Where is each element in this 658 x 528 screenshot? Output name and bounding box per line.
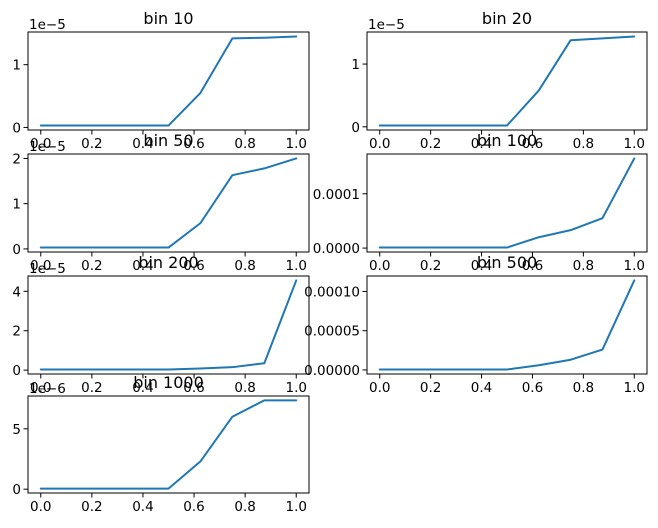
data-line (39, 399, 298, 490)
axis-offset-text: 1e−5 (29, 261, 66, 277)
subplot-bin-200: 0.0 0.2 0.4 0.6 0.8 1.0 0 2 4 1e−5 bin 200 (12, 253, 310, 396)
x-tick-label: 0.2 (420, 380, 441, 396)
x-tick-label: 0.0 (30, 380, 51, 396)
axis-offset-text: 1e−5 (29, 17, 66, 33)
axis-offset-text: 1e−5 (29, 139, 66, 155)
y-tick-label: 4 (12, 284, 21, 300)
x-tick-label: 0.6 (183, 258, 204, 274)
x-tick-label: 0.8 (234, 499, 255, 515)
x-tick-label: 1.0 (285, 258, 306, 274)
x-tick-label: 0.6 (183, 136, 204, 152)
x-tick-label: 0.0 (30, 499, 51, 515)
subplot-bin-100: 0.0 0.2 0.4 0.6 0.8 1.0 0.0000 0.0001 bin 100 (313, 131, 648, 274)
y-tick-label: 0.0001 (313, 187, 360, 203)
axes-box (27, 275, 310, 375)
x-tick-label: 1.0 (624, 380, 645, 396)
subplot-title: bin 50 (143, 131, 193, 150)
x-tick-label: 1.0 (285, 499, 306, 515)
y-tick-label: 0 (351, 120, 360, 136)
x-tick-label: 0.8 (573, 258, 594, 274)
x-tick-label: 0.6 (522, 380, 543, 396)
subplot-title: bin 1000 (133, 373, 204, 392)
x-tick-label: 1.0 (624, 258, 645, 274)
subplot-bin-1000: 0.0 0.2 0.4 0.6 0.8 1.0 0 5 1e−6 bin 1000 (12, 373, 310, 515)
x-tick-label: 0.8 (234, 380, 255, 396)
x-tick-label: 0.4 (132, 258, 153, 274)
x-tick-label: 0.2 (81, 499, 102, 515)
subplot-bin-50: 0.0 0.2 0.4 0.6 0.8 1.0 0 1 2 1e−5 bin 50 (12, 131, 310, 274)
y-tick-label: 0 (12, 482, 21, 498)
axes-box (366, 31, 648, 131)
x-tick-label: 0.4 (471, 136, 492, 152)
y-tick-label: 1 (12, 197, 21, 213)
x-tick-label: 1.0 (285, 380, 306, 396)
x-tick-label: 0.0 (369, 380, 390, 396)
y-tick-label: 0.00005 (304, 324, 360, 340)
subplot-title: bin 20 (482, 9, 532, 28)
x-tick-label: 0.4 (471, 380, 492, 396)
y-tick-label: 5 (12, 422, 21, 438)
y-tick-label: 0.00000 (304, 363, 360, 379)
x-tick-label: 0.2 (420, 136, 441, 152)
x-tick-label: 1.0 (285, 136, 306, 152)
subplot-title: bin 500 (477, 253, 537, 272)
y-tick-label: 2 (12, 324, 21, 340)
x-tick-label: 0.4 (132, 136, 153, 152)
data-line (378, 35, 636, 127)
x-tick-label: 0.2 (81, 258, 102, 274)
data-line (378, 157, 636, 249)
x-tick-label: 0.8 (573, 136, 594, 152)
subplot-title: bin 10 (143, 9, 193, 28)
y-tick-label: 2 (12, 151, 21, 167)
x-tick-label: 0.4 (132, 380, 153, 396)
x-tick-label: 0.8 (573, 380, 594, 396)
x-tick-label: 0.0 (369, 258, 390, 274)
axes-box (27, 153, 310, 253)
x-tick-label: 0.6 (183, 380, 204, 396)
axis-offset-text: 1e−6 (29, 381, 66, 397)
x-tick-label: 0.8 (234, 136, 255, 152)
data-line (39, 157, 298, 249)
y-tick-label: 1 (12, 58, 21, 74)
axes-box (366, 275, 648, 375)
y-tick-label: 0.00010 (304, 284, 360, 300)
y-tick-label: 0 (12, 363, 21, 379)
x-tick-label: 0.0 (30, 258, 51, 274)
x-tick-label: 0.6 (522, 136, 543, 152)
x-tick-label: 0.0 (30, 136, 51, 152)
x-tick-label: 0.8 (234, 258, 255, 274)
subplot-bin-20: 0.0 0.2 0.4 0.6 0.8 1.0 0 1 1e−5 bin 20 (351, 9, 648, 152)
x-tick-label: 0.4 (132, 499, 153, 515)
subplot-bin-500: 0.0 0.2 0.4 0.6 0.8 1.0 0.00000 0.00005 0.00010 b… (304, 253, 648, 396)
y-tick-label: 0 (12, 120, 21, 136)
y-tick-label: 1 (351, 57, 360, 73)
x-tick-label: 0.6 (183, 499, 204, 515)
x-tick-label: 0.2 (81, 136, 102, 152)
x-tick-label: 1.0 (624, 136, 645, 152)
data-line (39, 35, 298, 127)
x-tick-label: 0.4 (471, 258, 492, 274)
data-line (378, 279, 636, 371)
subplot-title: bin 200 (138, 253, 198, 272)
y-tick-label: 0 (12, 242, 21, 258)
x-tick-label: 0.2 (420, 258, 441, 274)
subplot-bin-10: 0.0 0.2 0.4 0.6 0.8 1.0 0 1 1e−5 bin 10 (12, 9, 310, 152)
subplot-title: bin 100 (477, 131, 537, 150)
axes-box (27, 395, 310, 494)
x-tick-label: 0.0 (369, 136, 390, 152)
y-tick-label: 0.0000 (313, 241, 360, 257)
x-tick-label: 0.6 (522, 258, 543, 274)
x-tick-label: 0.2 (81, 380, 102, 396)
data-line (39, 279, 298, 371)
axes-box (366, 153, 648, 253)
axis-offset-text: 1e−5 (368, 17, 405, 33)
axes-box (27, 31, 310, 131)
